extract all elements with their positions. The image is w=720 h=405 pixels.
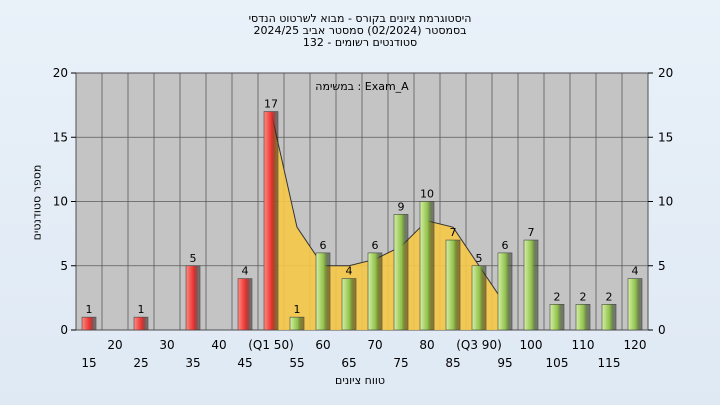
bar [315, 252, 331, 331]
x-tick-label-bottom: 95 [497, 356, 512, 370]
bar-data-label: 1 [138, 303, 145, 316]
x-tick-label-bottom: 35 [185, 356, 200, 370]
bar [133, 316, 149, 331]
x-tick-label-top: 40 [211, 338, 226, 352]
bar-data-label: 9 [398, 200, 405, 213]
y-axis-label: מספר סטודנטים [30, 164, 44, 241]
x-tick-label-bottom: 15 [81, 356, 96, 370]
x-tick-label-bottom: 85 [445, 356, 460, 370]
bar-data-label: 4 [242, 265, 249, 278]
y-tick-label-left: 20 [53, 66, 68, 80]
y-tick-label-left: 10 [53, 195, 68, 209]
bar [523, 239, 539, 331]
x-tick-label-top: 110 [572, 338, 595, 352]
bar-data-label: 2 [580, 290, 587, 303]
bar [289, 316, 305, 331]
x-axis-label: טווח ציונים [335, 374, 385, 387]
title-line-2: בסמסטר (02/2024) סמסטר אביב 2024/25 [253, 24, 467, 37]
bar-data-label: 7 [450, 226, 457, 239]
y-tick-label-right: 10 [658, 195, 673, 209]
x-tick-label-bottom: 105 [546, 356, 569, 370]
y-tick-label-right: 20 [658, 66, 673, 80]
x-tick-label-bottom: 45 [237, 356, 252, 370]
bar-data-label: 5 [476, 252, 483, 265]
bar-data-label: 4 [346, 265, 353, 278]
bar-data-label: 10 [420, 188, 434, 201]
y-tick-label-right: 15 [658, 130, 673, 144]
bar [445, 239, 461, 331]
x-tick-label-top: (Q3 90) [456, 338, 502, 352]
x-tick-label-bottom: 65 [341, 356, 356, 370]
bar [497, 252, 513, 331]
bar [367, 252, 383, 331]
y-tick-label-left: 15 [53, 130, 68, 144]
bar [263, 111, 279, 331]
bar-data-label: 1 [294, 303, 301, 316]
x-tick-label-top: 70 [367, 338, 382, 352]
y-tick-label-left: 0 [60, 323, 68, 337]
bar [185, 265, 201, 331]
bar-data-label: 2 [554, 290, 561, 303]
bar [549, 303, 565, 331]
bar [81, 316, 97, 331]
x-tick-label-bottom: 55 [289, 356, 304, 370]
x-tick-label-top: 30 [159, 338, 174, 352]
y-tick-label-left: 5 [60, 259, 68, 273]
y-tick-label-right: 0 [658, 323, 666, 337]
x-tick-label-top: 20 [107, 338, 122, 352]
bar [601, 303, 617, 331]
bar-data-label: 2 [606, 290, 613, 303]
bar-data-label: 5 [190, 252, 197, 265]
bar-data-label: 4 [632, 265, 639, 278]
x-tick-label-top: 120 [624, 338, 647, 352]
bar [471, 265, 487, 331]
title-line-1: היסטוגרמת ציונים בקורס - מבוא לשרטוט הנד… [248, 12, 472, 25]
x-tick-label-bottom: 75 [393, 356, 408, 370]
x-tick-label-bottom: 25 [133, 356, 148, 370]
chart-annotation: במשימה : Exam_A [315, 80, 409, 93]
bar [419, 201, 435, 331]
bar-data-label: 6 [502, 239, 509, 252]
bar [393, 214, 409, 331]
bar [575, 303, 591, 331]
x-tick-label-top: 100 [520, 338, 543, 352]
x-tick-label-top: (Q1 50) [248, 338, 294, 352]
bar-data-label: 6 [320, 239, 327, 252]
area-series-outline [270, 111, 506, 305]
bar-data-label: 7 [528, 226, 535, 239]
bar [341, 278, 357, 331]
bar-data-label: 1 [86, 303, 93, 316]
x-tick-label-top: 80 [419, 338, 434, 352]
title-line-3: סטודנטים רשומים - 132 [302, 36, 418, 49]
bar-data-label: 17 [264, 98, 278, 111]
y-tick-label-right: 5 [658, 259, 666, 273]
bar-data-label: 6 [372, 239, 379, 252]
x-tick-label-bottom: 115 [598, 356, 621, 370]
bar [237, 278, 253, 331]
bar [627, 278, 643, 331]
x-tick-label-top: 60 [315, 338, 330, 352]
